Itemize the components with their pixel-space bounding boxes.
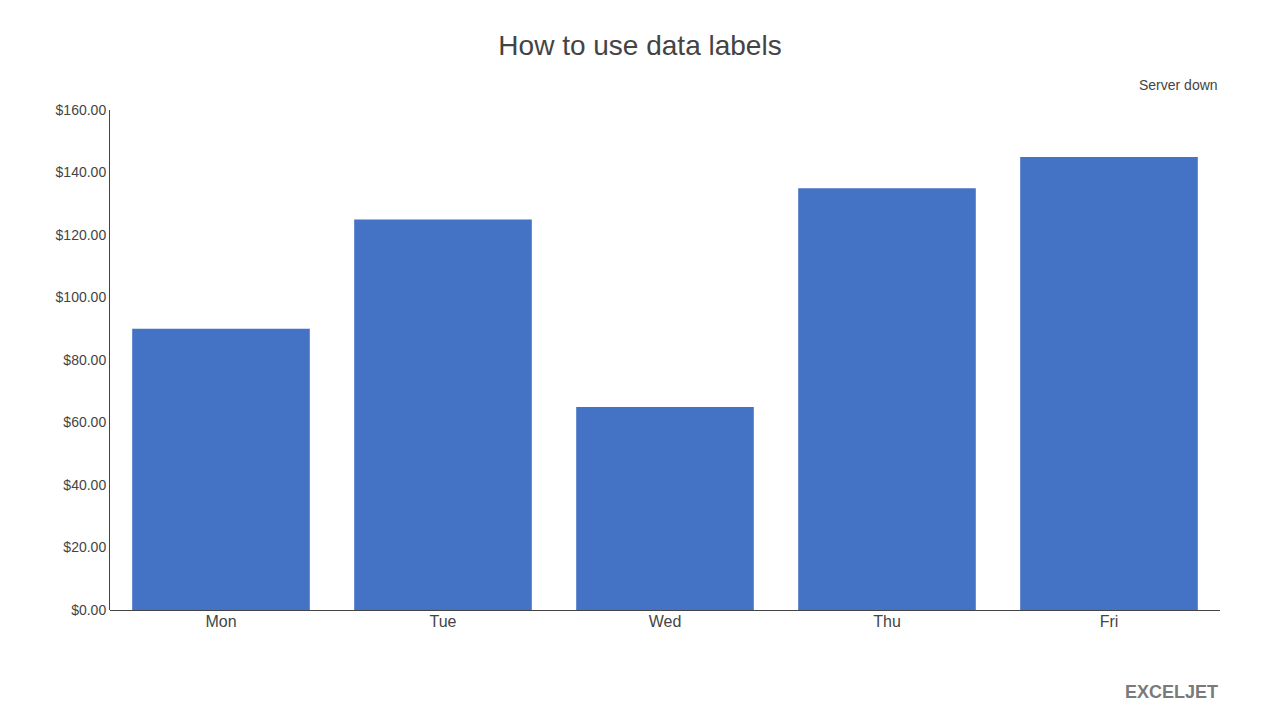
svg-text:Thu: Thu — [873, 613, 901, 630]
svg-text:$160.00: $160.00 — [56, 102, 107, 118]
svg-text:$120.00: $120.00 — [56, 227, 107, 243]
svg-text:$60.00: $60.00 — [63, 414, 106, 430]
svg-text:Fri: Fri — [1100, 613, 1119, 630]
svg-text:$40.00: $40.00 — [63, 477, 106, 493]
svg-text:Mon: Mon — [205, 613, 236, 630]
svg-text:$0.00: $0.00 — [71, 602, 106, 618]
svg-text:How to use data labels: How to use data labels — [498, 30, 781, 61]
svg-text:$20.00: $20.00 — [63, 539, 106, 555]
svg-text:$100.00: $100.00 — [56, 289, 107, 305]
svg-text:$80.00: $80.00 — [63, 352, 106, 368]
svg-text:$140.00: $140.00 — [56, 164, 107, 180]
svg-text:Tue: Tue — [430, 613, 457, 630]
svg-text:Wed: Wed — [649, 613, 682, 630]
svg-text:Server down: Server down — [1139, 77, 1218, 93]
svg-text:EXCELJET: EXCELJET — [1125, 682, 1218, 702]
